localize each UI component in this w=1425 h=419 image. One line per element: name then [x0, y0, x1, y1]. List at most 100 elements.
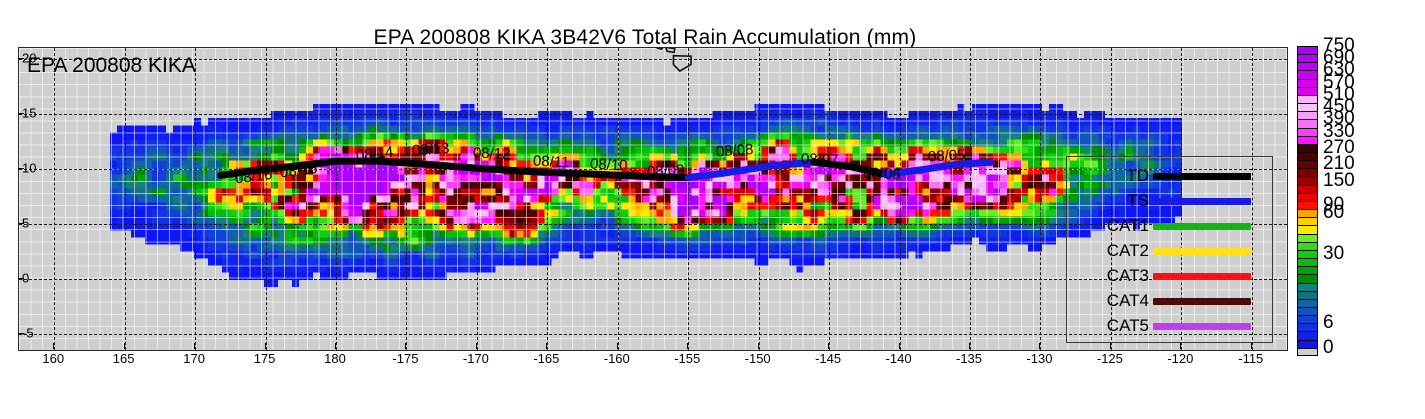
legend-item-cat3: CAT3: [1067, 263, 1272, 289]
colorbar-tick-label: 6: [1323, 312, 1334, 334]
x-tick-mark: [123, 343, 125, 349]
y-tick-label: 10: [22, 160, 37, 176]
x-tick-mark: [475, 343, 477, 349]
colorbar-segment: [1297, 54, 1318, 63]
legend-item-td: TD: [1067, 163, 1272, 189]
y-tick-label: 0: [22, 270, 30, 286]
colorbar-segment: [1297, 127, 1318, 136]
colorbar-tick-label: 450: [1323, 96, 1355, 118]
x-tick-mark: [53, 343, 55, 349]
colorbar-tick-label: 90: [1323, 194, 1345, 216]
x-tick-label: 160: [42, 351, 65, 366]
y-tick-label: -5: [22, 325, 34, 341]
colorbar-segment: [1297, 241, 1318, 250]
colorbar-tick-label: 510: [1323, 83, 1355, 105]
colorbar-segment: [1297, 249, 1318, 259]
inplot-storm-label: EPA 200808 KIKA: [27, 54, 196, 77]
colorbar-tick-label: 690: [1323, 47, 1355, 69]
legend-item-swatch: [1153, 197, 1251, 205]
x-tick-mark: [264, 343, 266, 349]
legend-item-swatch: [1153, 222, 1251, 230]
colorbar-segment: [1297, 323, 1318, 332]
legend-item-cat5: CAT5: [1067, 313, 1272, 339]
colorbar-segment: [1297, 282, 1318, 291]
x-tick-label: 170: [183, 351, 205, 366]
legend-item-label: TD: [1126, 166, 1149, 185]
y-tick-mark: [18, 167, 24, 169]
x-tick-label: -155: [674, 351, 701, 366]
storm-category-legend: TD TS CAT1 CAT2 CAT3 CAT4 CAT5: [1066, 156, 1273, 343]
legend-item-label: TS: [1127, 191, 1149, 210]
colorbar-segment: [1297, 225, 1318, 234]
colorbar-segment: [1297, 266, 1318, 275]
colorbar-segment: [1297, 315, 1318, 324]
x-tick-label: -175: [392, 351, 419, 366]
x-tick-label: -130: [1026, 351, 1053, 366]
colorbar-segment: [1297, 70, 1318, 79]
colorbar-tick-label: 30: [1323, 243, 1345, 264]
track-date-label: 08/06: [862, 164, 901, 184]
colorbar-tick-label: 210: [1323, 153, 1355, 175]
track-date-label: 08/13: [411, 140, 451, 160]
track-date-label: 08/11: [532, 152, 571, 172]
x-tick-mark: [898, 343, 900, 349]
x-tick-label: 180: [324, 351, 346, 366]
colorbar-segment: [1297, 233, 1318, 242]
colorbar-tick-label: 630: [1323, 59, 1355, 81]
x-tick-label: -145: [815, 351, 842, 366]
colorbar-segment: [1297, 62, 1318, 71]
y-tick-label: 20: [22, 50, 37, 66]
colorbar-segment: [1297, 78, 1318, 87]
colorbar-segment: [1297, 298, 1318, 307]
colorbar-segment: [1297, 176, 1318, 185]
colorbar-tick-label: 0: [1323, 336, 1334, 358]
colorbar-segment: [1297, 46, 1318, 55]
colorbar: [1297, 46, 1318, 356]
y-tick-mark: [18, 57, 24, 59]
colorbar-segment: [1297, 290, 1318, 299]
legend-item-label: CAT1: [1106, 216, 1149, 235]
x-tick-label: -120: [1167, 351, 1194, 366]
colorbar-segment: [1297, 217, 1318, 226]
colorbar-segment: [1297, 258, 1318, 267]
colorbar-tick-label: 570: [1323, 71, 1355, 93]
legend-item-swatch: [1153, 322, 1251, 330]
legend-item-swatch: [1153, 172, 1251, 180]
colorbar-segment: [1297, 192, 1318, 201]
x-tick-label: -150: [744, 351, 771, 366]
colorbar-segment: [1297, 307, 1318, 316]
x-tick-label: 175: [253, 351, 276, 366]
colorbar-tick-label: 330: [1323, 120, 1355, 142]
y-tick-mark: [18, 332, 24, 334]
colorbar-segment: [1297, 94, 1318, 104]
colorbar-tick-label: 60: [1323, 202, 1345, 224]
legend-item-swatch: [1153, 297, 1251, 305]
x-tick-mark: [1250, 343, 1252, 349]
x-tick-mark: [194, 343, 196, 349]
colorbar-segment: [1297, 143, 1318, 153]
legend-item-label: CAT5: [1106, 316, 1149, 335]
legend-item-cat2: CAT2: [1067, 238, 1272, 264]
y-tick-label: 15: [22, 105, 37, 121]
colorbar-tick-label: 750: [1323, 35, 1355, 56]
x-tick-label: 165: [112, 351, 135, 366]
colorbar-segment: [1297, 274, 1318, 283]
legend-item-label: CAT3: [1106, 266, 1149, 285]
legend-item-cat4: CAT4: [1067, 288, 1272, 314]
colorbar-segment: [1297, 86, 1318, 95]
colorbar-tick-label: 270: [1323, 136, 1355, 158]
legend-item-label: CAT2: [1106, 241, 1149, 260]
colorbar-segment: [1297, 103, 1318, 112]
x-tick-mark: [405, 343, 407, 349]
legend-item-swatch: [1153, 247, 1251, 255]
x-tick-label: -125: [1096, 351, 1123, 366]
x-tick-label: -135: [955, 351, 983, 366]
track-date-label: 08/14: [354, 143, 394, 165]
x-tick-mark: [687, 343, 689, 349]
legend-item-label: CAT4: [1106, 291, 1149, 310]
x-tick-mark: [757, 343, 759, 349]
x-tick-mark: [969, 343, 970, 349]
colorbar-segment: [1297, 119, 1318, 128]
x-tick-label: -170: [462, 351, 489, 366]
colorbar-segment: [1297, 209, 1318, 218]
